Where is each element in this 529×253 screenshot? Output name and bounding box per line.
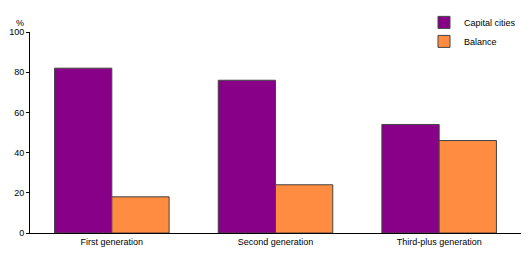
svg-text:0: 0 — [19, 228, 24, 238]
svg-text:20: 20 — [14, 188, 24, 198]
svg-text:80: 80 — [14, 67, 24, 77]
svg-text:First generation: First generation — [81, 237, 144, 247]
svg-text:40: 40 — [14, 148, 24, 158]
svg-text:%: % — [16, 18, 24, 28]
svg-text:60: 60 — [14, 108, 24, 118]
svg-text:Capital cities: Capital cities — [464, 18, 516, 28]
svg-text:Balance: Balance — [464, 37, 497, 47]
svg-text:Second generation: Second generation — [238, 237, 314, 247]
svg-text:100: 100 — [9, 27, 24, 37]
svg-text:Third-plus generation: Third-plus generation — [397, 237, 482, 247]
